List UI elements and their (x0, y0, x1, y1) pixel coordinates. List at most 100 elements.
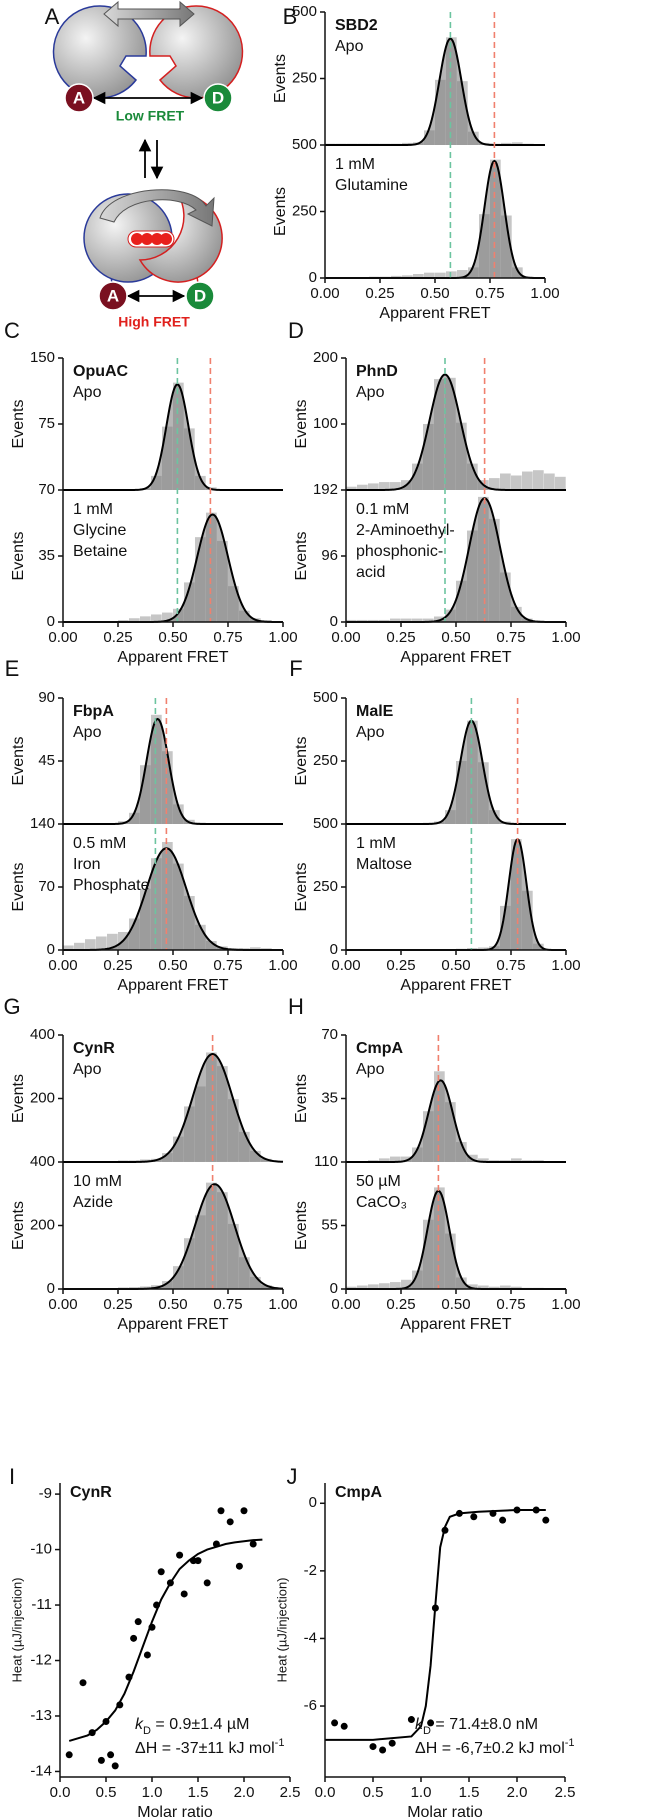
histogram-bar (151, 614, 162, 622)
x-tick-label: 2.5 (280, 1784, 301, 1801)
protein-name: CmpA (356, 1040, 404, 1057)
y-axis-label: Heat (µJ/injection) (9, 1577, 24, 1682)
data-point (249, 1540, 257, 1548)
y-tick-label: 70 (321, 1026, 338, 1043)
x-tick-label: 1.00 (268, 1296, 297, 1313)
data-point (513, 1506, 521, 1514)
y-tick-label: -10 (30, 1541, 52, 1558)
histogram-bar (63, 945, 74, 950)
histogram-bar (511, 1158, 522, 1162)
y-tick-label: -11 (31, 1596, 52, 1613)
acceptor-label: A (73, 88, 85, 107)
x-axis-label: Apparent FRET (117, 977, 228, 994)
y-tick-label: 70 (38, 481, 55, 498)
data-point (153, 1601, 161, 1609)
annotation: ΔH = -37±11 kJ mol-1 (135, 1737, 284, 1757)
histogram-bar (85, 939, 96, 950)
x-tick-label: 2.0 (234, 1784, 255, 1801)
x-tick-label: 0.25 (103, 629, 132, 646)
x-tick-label: 0.50 (158, 629, 187, 646)
x-tick-label: 0.50 (158, 957, 187, 974)
x-tick-label: 0.50 (441, 957, 470, 974)
fit-line (325, 1509, 546, 1741)
histogram-bar (434, 616, 445, 622)
y-tick-label: 0 (330, 941, 338, 958)
domain-open (149, 5, 244, 99)
x-tick-label: 0.25 (365, 285, 394, 302)
panel-letter: J (287, 1464, 298, 1489)
data-point (176, 1551, 184, 1559)
ligand (131, 233, 143, 245)
y-tick-label: 55 (321, 1216, 338, 1233)
histogram-bar (478, 947, 489, 950)
histogram-bar (390, 1282, 401, 1289)
x-tick-label: 0.00 (331, 629, 360, 646)
chart-title: CynR (70, 1484, 112, 1501)
y-tick-label: 100 (313, 415, 338, 432)
histogram-bar (500, 1285, 511, 1289)
data-point (407, 1716, 415, 1724)
x-tick-label: 0.75 (496, 629, 525, 646)
y-tick-label: 0 (309, 1494, 317, 1511)
y-axis-label: Events (293, 1074, 310, 1123)
x-tick-label: 1.00 (530, 285, 559, 302)
y-tick-label: 0 (309, 269, 317, 286)
y-axis-label: Events (293, 863, 310, 912)
y-tick-label: 200 (313, 349, 338, 366)
motion-arrow (103, 0, 195, 28)
panel-letter: H (288, 994, 304, 1019)
histogram-bar (402, 142, 413, 145)
histogram-bar (467, 1284, 478, 1289)
condition-label: Glutamine (335, 177, 408, 194)
annotation: kD = 71.4±8.0 nM (415, 1716, 538, 1737)
y-tick-label: 200 (30, 1216, 55, 1233)
histogram-bar (368, 1284, 379, 1289)
protein-name: MalE (356, 703, 394, 720)
y-tick-label: 250 (292, 69, 317, 86)
panel-letter: E (5, 656, 20, 681)
x-tick-label: 0.00 (48, 1296, 77, 1313)
y-axis-label: Events (10, 1074, 27, 1123)
domain-open (52, 5, 147, 99)
data-point (148, 1623, 156, 1631)
histogram-bar (423, 618, 434, 622)
condition-label: 0.1 mM (356, 501, 409, 518)
y-tick-label: 110 (314, 1153, 338, 1170)
x-tick-label: 1.5 (459, 1784, 480, 1801)
histogram-bar (467, 947, 478, 950)
y-axis-label: Heat (µJ/injection) (274, 1577, 289, 1682)
histogram-bar (368, 483, 379, 490)
y-tick-label: 96 (321, 547, 338, 564)
x-axis-label: Apparent FRET (400, 977, 511, 994)
histogram-bar (346, 619, 357, 622)
histogram-bar (140, 616, 151, 622)
x-tick-label: 2.0 (507, 1784, 528, 1801)
condition-label: phosphonic- (356, 543, 443, 560)
annotation-part: = 0.9±1.4 µM (151, 1716, 250, 1733)
condition-label: Phosphate (73, 877, 150, 894)
protein-name: PhnD (356, 363, 398, 380)
y-tick-label: 0 (47, 1280, 55, 1297)
x-tick-label: 0.25 (386, 629, 415, 646)
y-axis-label: Events (10, 400, 27, 449)
x-tick-label: 0.5 (363, 1784, 384, 1801)
y-axis-label: Events (293, 532, 310, 581)
histogram-bar (390, 618, 401, 622)
data-point (217, 1507, 225, 1515)
condition-label: Apo (335, 38, 364, 55)
x-axis-label: Molar ratio (407, 1804, 483, 1820)
histogram-bar (489, 478, 500, 490)
gaussian-fit (325, 37, 545, 146)
histogram-bar (390, 482, 401, 490)
y-tick-label: 250 (292, 202, 317, 219)
data-point (180, 1590, 188, 1598)
histogram-bar (478, 1285, 489, 1289)
condition-label: CaCO₃ (356, 1194, 407, 1211)
y-tick-label: 150 (30, 349, 55, 366)
histogram-bar (401, 1279, 412, 1289)
histogram-bar (533, 470, 544, 490)
y-tick-label: 500 (292, 136, 317, 153)
x-tick-label: 0.00 (310, 285, 339, 302)
histogram-bar (413, 274, 424, 278)
y-tick-label: -14 (30, 1762, 52, 1779)
